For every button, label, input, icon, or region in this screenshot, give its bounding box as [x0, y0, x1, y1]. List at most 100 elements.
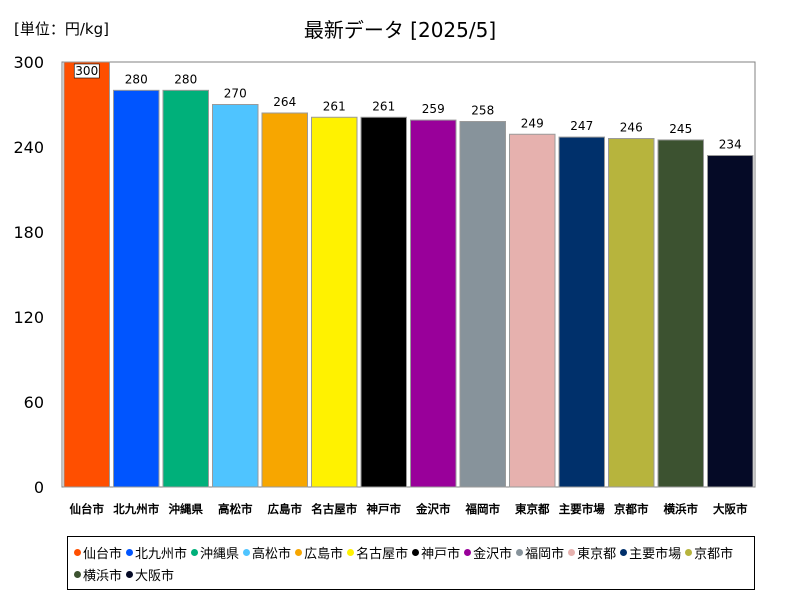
legend: 仙台市 北九州市 沖縄県 高松市 広島市 名古屋市 神戸市 金沢市 福岡市 東京都 主要市場 京都市横… — [67, 536, 755, 590]
data-label: 261 — [323, 99, 346, 113]
data-label-bg — [618, 120, 644, 135]
x-tick-label: 名古屋市 — [311, 502, 357, 516]
x-tick-label: 神戸市 — [367, 502, 402, 516]
data-label: 259 — [422, 102, 445, 116]
bar — [558, 136, 605, 488]
data-label: 264 — [273, 95, 296, 109]
bar — [63, 61, 110, 488]
x-tick-label: 沖縄県 — [169, 502, 204, 516]
x-tick-label: 金沢市 — [415, 502, 451, 516]
legend-item: 北九州市 — [126, 541, 187, 563]
legend-label: 東京都 — [577, 546, 617, 562]
legend-item: 広島市 — [295, 541, 343, 563]
bar — [261, 112, 308, 488]
data-label-bg — [420, 102, 446, 117]
data-label-bg — [222, 86, 248, 101]
legend-marker — [568, 548, 576, 556]
data-label: 234 — [719, 138, 742, 152]
legend-marker — [74, 548, 81, 556]
legend-item: 横浜市 — [74, 563, 122, 585]
legend-label: 大阪市 — [135, 568, 175, 584]
legend-label: 横浜市 — [83, 568, 123, 584]
legend-marker — [412, 548, 420, 556]
legend-item: 福岡市 — [516, 541, 564, 563]
legend-marker — [685, 548, 693, 556]
bar — [311, 116, 358, 488]
data-label-bg — [569, 119, 595, 134]
data-label: 249 — [521, 116, 544, 130]
bar — [212, 104, 259, 488]
x-tick-label: 広島市 — [268, 502, 303, 516]
x-tick-label: 北九州市 — [113, 502, 159, 516]
legend-marker — [295, 548, 303, 556]
y-tick-label: 120 — [13, 308, 44, 327]
legend-item: 東京都 — [568, 541, 616, 563]
legend-marker — [243, 548, 251, 556]
x-tick-label: 東京都 — [515, 502, 550, 516]
legend-label: 金沢市 — [473, 546, 513, 562]
data-label: 280 — [125, 72, 148, 86]
legend-marker — [464, 548, 472, 556]
legend-item: 高松市 — [243, 541, 291, 563]
y-tick-label: 60 — [24, 393, 44, 412]
data-label: 300 — [75, 64, 98, 78]
data-label-bg — [371, 99, 397, 114]
legend-item: 仙台市 — [74, 541, 122, 563]
data-label-bg — [717, 137, 743, 152]
data-label-bg — [668, 121, 694, 136]
x-tick-label: 横浜市 — [664, 502, 699, 516]
data-label-bg — [123, 72, 149, 87]
legend-marker — [516, 548, 524, 556]
legend-label: 広島市 — [304, 546, 344, 562]
bar — [509, 133, 556, 488]
data-label-bg — [321, 99, 347, 114]
x-tick-label: 高松市 — [218, 502, 253, 516]
legend-label: 名古屋市 — [356, 546, 409, 562]
data-label-bg — [519, 116, 545, 131]
legend-item: 主要市場 — [620, 541, 681, 563]
bar — [162, 89, 209, 488]
legend-label: 京都市 — [694, 546, 734, 562]
legend-item: 京都市 — [685, 541, 733, 563]
legend-marker — [126, 570, 134, 578]
legend-label: 北九州市 — [135, 546, 188, 562]
legend-item: 大阪市 — [126, 563, 174, 585]
bar — [360, 116, 407, 488]
chart-title: 最新データ [2025/5] — [303, 18, 497, 42]
data-label: 247 — [570, 119, 593, 133]
x-tick-label: 京都市 — [614, 502, 649, 516]
legend-marker — [191, 548, 199, 556]
bar — [410, 119, 457, 488]
legend-label: 福岡市 — [525, 546, 565, 562]
bar — [459, 121, 506, 488]
bar — [113, 89, 160, 488]
plot-frame — [61, 61, 756, 488]
legend-label: 高松市 — [252, 546, 292, 562]
x-tick-label: 仙台市 — [70, 502, 105, 516]
x-tick-label: 主要市場 — [559, 502, 605, 516]
data-label-bg — [272, 95, 298, 109]
data-label: 261 — [372, 99, 395, 113]
data-label: 245 — [669, 122, 692, 136]
data-label: 270 — [224, 87, 247, 101]
data-label: 246 — [620, 121, 643, 135]
bar — [707, 155, 754, 488]
legend-marker — [347, 548, 355, 556]
legend-marker — [74, 570, 81, 578]
y-tick-label: 300 — [13, 53, 44, 72]
legend-label: 主要市場 — [629, 546, 682, 562]
x-tick-label: 福岡市 — [465, 502, 501, 516]
legend-label: 神戸市 — [421, 546, 461, 562]
y-tick-label: 240 — [13, 138, 44, 157]
bar — [608, 138, 655, 488]
legend-label: 沖縄県 — [200, 546, 240, 562]
data-label-bg — [73, 63, 100, 79]
data-label-bg — [173, 72, 199, 87]
data-label: 280 — [174, 72, 197, 86]
legend-item: 名古屋市 — [347, 541, 408, 563]
data-label-bg — [470, 103, 496, 118]
unit-label: [単位：円/kg] — [14, 20, 109, 38]
legend-item: 金沢市 — [464, 541, 512, 563]
legend-marker — [126, 548, 134, 556]
